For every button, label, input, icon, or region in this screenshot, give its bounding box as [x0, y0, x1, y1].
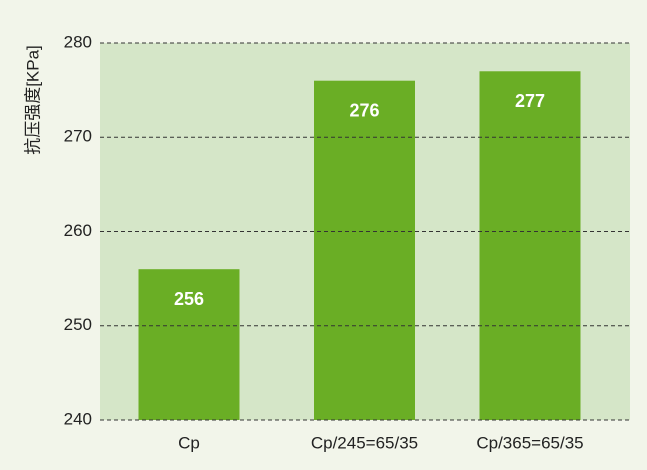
y-tick-label: 280 [64, 32, 92, 51]
bar [479, 71, 581, 421]
y-tick-label: 270 [64, 127, 92, 146]
value-label: 276 [349, 100, 379, 120]
x-tick-label: Cp [178, 433, 200, 452]
x-tick-label: Cp/245=65/35 [311, 433, 418, 452]
y-tick-label: 250 [64, 315, 92, 334]
y-tick-label: 260 [64, 221, 92, 240]
value-label: 256 [174, 289, 204, 309]
y-tick-label: 240 [64, 409, 92, 428]
x-tick-label: Cp/365=65/35 [476, 433, 583, 452]
y-axis-label: 抗压强度[KPa] [23, 45, 42, 155]
bar [138, 269, 240, 420]
value-label: 277 [515, 91, 545, 111]
bar [314, 80, 415, 420]
